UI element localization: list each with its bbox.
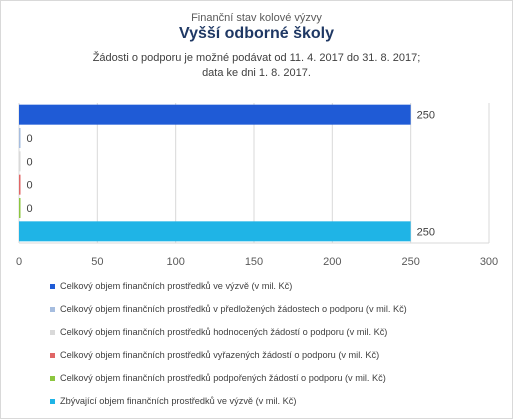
legend-item: Celkový objem finančních prostředků ve v…: [50, 279, 292, 293]
bar-value-label: 0: [27, 180, 33, 192]
legend-swatch: [50, 329, 55, 335]
legend-item: Celkový objem finančních prostředků v př…: [50, 302, 407, 316]
chart-date-line: data ke dni 1. 8. 2017.: [202, 67, 311, 79]
legend-label: Celkový objem finančních prostředků hodn…: [60, 327, 388, 337]
legend-swatch: [50, 283, 55, 289]
bar-value-label: 0: [27, 156, 33, 168]
bar-value-label: 0: [27, 133, 33, 145]
bar-value-label: 250: [417, 110, 435, 122]
legend-swatch: [50, 352, 55, 358]
legend-item: Zbývající objem finančních prostředků ve…: [50, 394, 296, 408]
x-tick-label: 200: [323, 256, 341, 268]
bar: [19, 221, 411, 242]
legend-swatch: [50, 398, 55, 404]
legend-item: Celkový objem finančních prostředků podp…: [50, 371, 386, 385]
bar: [19, 128, 21, 148]
bar-value-label: 250: [417, 226, 435, 238]
bar: [19, 104, 411, 125]
chart-title: Vyšší odborné školy: [178, 25, 334, 42]
x-tick-label: 100: [166, 256, 184, 268]
legend-item: Celkový objem finančních prostředků vyřa…: [50, 348, 379, 362]
legend-label: Celkový objem finančních prostředků ve v…: [60, 281, 293, 291]
legend-label: Celkový objem finančních prostředků v př…: [60, 304, 407, 314]
bar: [19, 174, 21, 195]
x-tick-label: 300: [480, 256, 498, 268]
bar: [19, 198, 21, 218]
legend-label: Celkový objem finančních prostředků vyřa…: [60, 350, 380, 360]
x-tick-label: 0: [16, 256, 22, 268]
legend-item: Celkový objem finančních prostředků hodn…: [50, 325, 387, 339]
bar: [19, 151, 21, 172]
bar-value-label: 0: [27, 203, 33, 215]
chart-subtitle: Finanční stav kolové výzvy: [191, 12, 322, 24]
legend-swatch: [50, 375, 55, 381]
legend-label: Zbývající objem finančních prostředků ve…: [60, 396, 297, 406]
legend-swatch: [50, 306, 55, 312]
x-tick-label: 250: [401, 256, 419, 268]
x-tick-label: 150: [245, 256, 263, 268]
x-tick-label: 50: [91, 256, 103, 268]
chart-note: Žádosti o podporu je možné podávat od 11…: [92, 52, 421, 64]
legend-label: Celkový objem finančních prostředků podp…: [60, 373, 386, 383]
